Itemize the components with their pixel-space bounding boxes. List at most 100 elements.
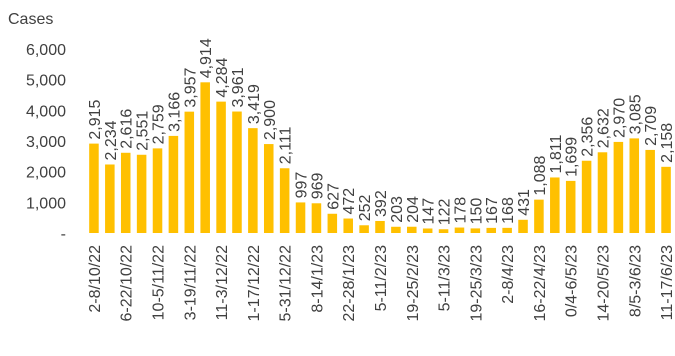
y-tick-label: 4,000	[26, 103, 66, 120]
bar	[581, 160, 592, 233]
bar	[295, 202, 306, 233]
bar	[89, 143, 99, 233]
y-tick-label: 6,000	[26, 42, 66, 59]
x-tick-label: 5-31/12/22	[278, 245, 295, 322]
y-axis-label: Cases	[8, 11, 53, 28]
x-tick-label: 22-28/1/23	[341, 245, 358, 322]
bar	[486, 227, 497, 233]
data-label: 3,957	[182, 68, 199, 108]
data-label: 3,166	[166, 92, 183, 132]
data-label: 168	[500, 197, 517, 224]
bar	[216, 101, 226, 234]
y-tick-label: 1,000	[26, 195, 66, 212]
x-tick-label: 3-19/11/22	[182, 245, 199, 320]
data-label: 1,088	[532, 155, 549, 195]
bar	[550, 177, 560, 233]
x-tick-label: 5-11/3/23	[437, 245, 454, 312]
bar	[311, 203, 322, 233]
bar	[661, 166, 671, 233]
bar	[565, 180, 576, 233]
bar	[263, 144, 274, 233]
bar	[279, 168, 290, 233]
bar	[518, 219, 528, 233]
data-label: 2,356	[580, 117, 597, 157]
x-tick-label: 2-8/4/23	[500, 245, 517, 304]
data-label: 2,632	[595, 108, 612, 148]
data-label: 150	[468, 198, 485, 225]
x-tick-label: 6-22/10/22	[119, 245, 136, 322]
y-tick-label: 5,000	[26, 73, 66, 90]
data-label: 3,961	[230, 67, 247, 107]
data-label: 472	[341, 188, 358, 215]
data-label: 3,419	[246, 84, 263, 124]
data-label: 4,284	[214, 57, 231, 97]
data-label: 204	[405, 196, 422, 223]
bar	[105, 164, 115, 233]
bar	[407, 226, 417, 233]
bar	[375, 220, 385, 233]
bar	[645, 149, 655, 233]
data-label: 2,900	[262, 100, 279, 140]
x-tick-label: 19-25/2/23	[405, 245, 422, 322]
x-tick-label: 19-25/3/23	[468, 245, 485, 322]
bar	[343, 218, 353, 233]
bar	[248, 128, 258, 233]
bar	[597, 152, 608, 233]
bar	[136, 154, 147, 233]
data-label: 122	[437, 198, 454, 225]
data-label: 4,914	[198, 38, 215, 78]
data-label: 2,970	[611, 98, 628, 138]
x-tick-label: 8/5-3/6/23	[627, 245, 644, 317]
bar	[391, 226, 401, 233]
x-tick-label: 11-17/6/23	[659, 245, 675, 320]
x-tick-label: 5-11/2/23	[373, 245, 390, 312]
x-tick-label: 14-20/5/23	[595, 245, 612, 322]
x-tick-label: 8-14/1/23	[309, 245, 326, 313]
data-label: 252	[357, 194, 374, 221]
data-label: 167	[484, 197, 501, 224]
data-label: 392	[373, 190, 390, 217]
data-label: 2,616	[119, 109, 136, 149]
data-label: 2,915	[87, 99, 104, 139]
x-tick-label: 16-22/4/23	[532, 245, 549, 322]
x-tick-label: 0/4-6/5/23	[564, 245, 581, 317]
data-label: 2,759	[151, 104, 168, 144]
data-label: 1,699	[564, 137, 581, 177]
bar	[359, 225, 369, 233]
y-tick-label: 3,000	[26, 134, 66, 151]
bar	[454, 227, 465, 233]
bar	[613, 141, 624, 233]
bar	[438, 229, 449, 233]
data-label: 2,234	[103, 120, 120, 160]
bar	[502, 227, 512, 233]
x-tick-label: 2-8/10/22	[87, 245, 104, 313]
bar	[232, 111, 242, 233]
data-label: 2,158	[659, 123, 675, 163]
data-label: 203	[389, 196, 406, 223]
bar	[470, 228, 481, 233]
data-label: 1,811	[548, 135, 565, 174]
bar	[120, 152, 131, 233]
x-tick-label: 11-3/12/22	[214, 245, 231, 320]
x-tick-label: 10-5/11/22	[151, 245, 168, 320]
x-tick-label: 1-17/12/22	[246, 245, 263, 322]
bar	[168, 135, 179, 233]
data-label: 627	[325, 183, 342, 210]
bar	[327, 213, 338, 233]
data-label: 2,709	[643, 106, 660, 146]
y-tick-label: -	[61, 226, 66, 243]
bar	[152, 148, 163, 233]
bar	[629, 138, 640, 233]
bar	[184, 111, 195, 233]
data-label: 178	[452, 197, 469, 224]
data-label: 997	[294, 172, 311, 199]
data-label: 147	[421, 198, 438, 225]
bar	[534, 199, 544, 233]
y-tick-label: 2,000	[26, 165, 66, 182]
data-label: 3,085	[627, 94, 644, 134]
bar	[200, 82, 210, 233]
data-label: 2,551	[135, 111, 152, 151]
data-label: 2,111	[278, 126, 295, 164]
data-label: 969	[309, 172, 326, 199]
